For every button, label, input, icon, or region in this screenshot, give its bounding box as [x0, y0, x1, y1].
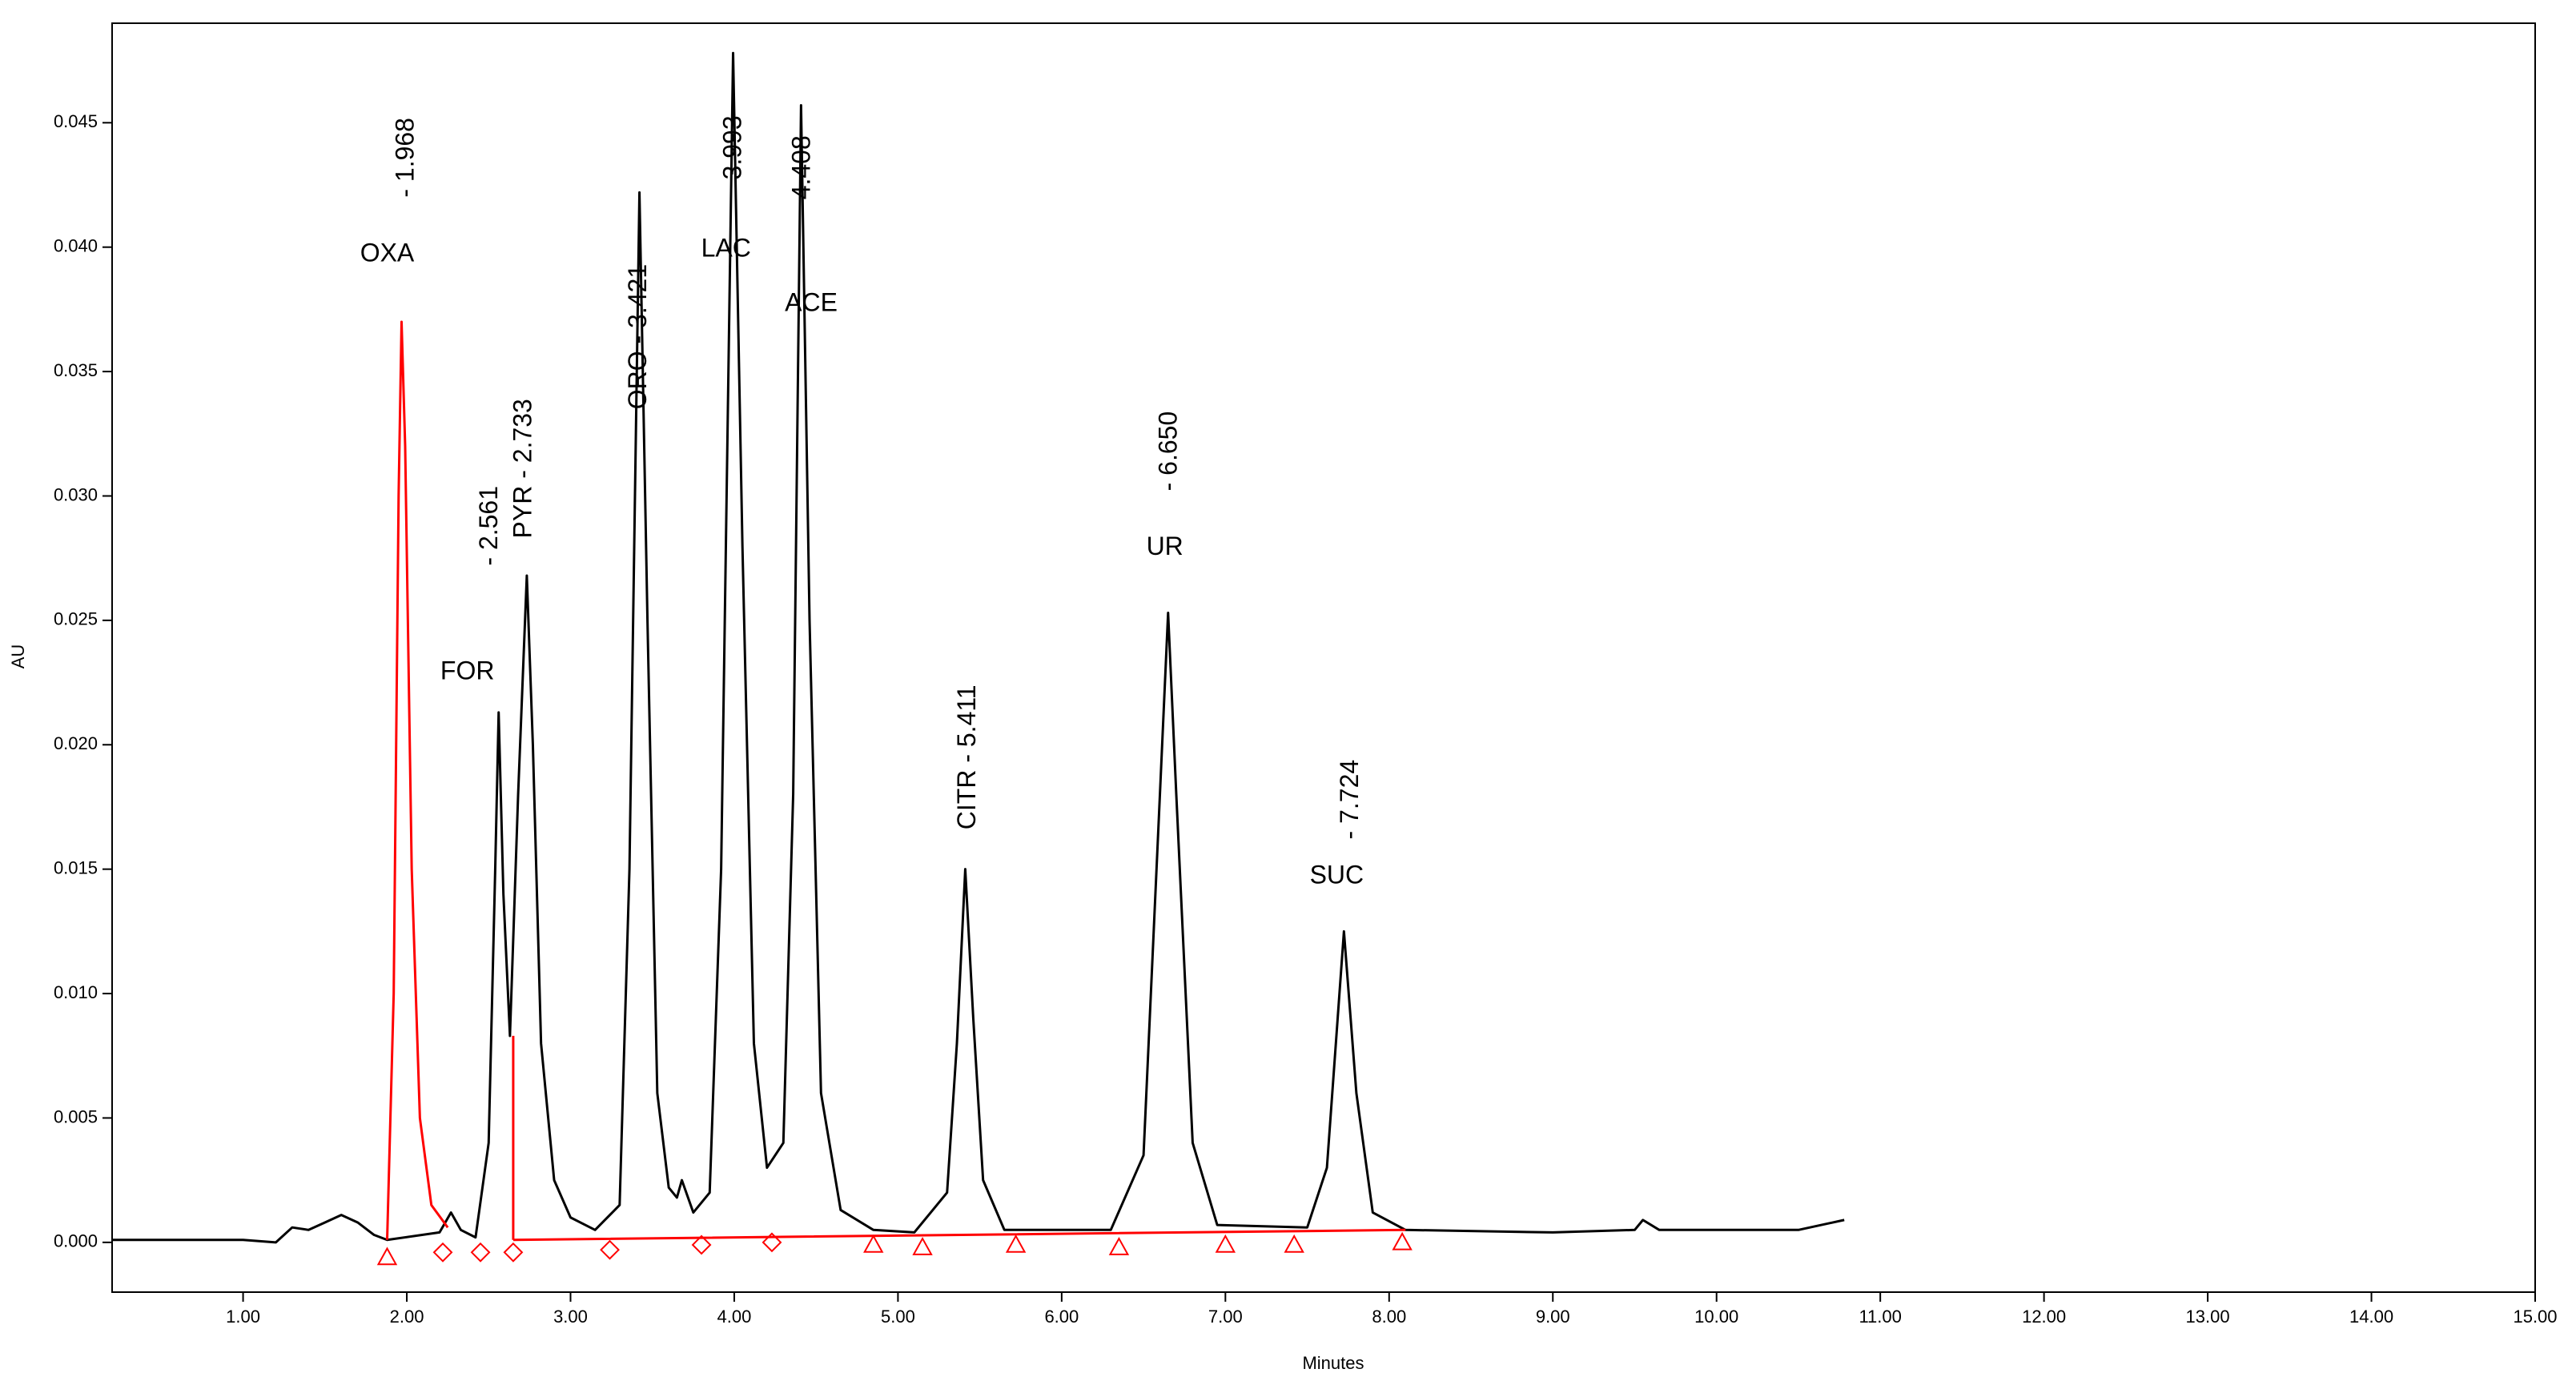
baseline-marker: [1005, 1234, 1027, 1253]
x-tick-label: 10.00: [1694, 1307, 1738, 1327]
y-tick-label: 0.015: [54, 857, 98, 877]
baseline-marker: [376, 1246, 398, 1266]
x-tick-label: 7.00: [1208, 1307, 1243, 1327]
peak-label: 3.993: [717, 115, 746, 179]
baseline-marker: [470, 1242, 491, 1263]
x-tick-label: 15.00: [2513, 1307, 2557, 1327]
x-tick-label: 12.00: [2022, 1307, 2066, 1327]
baseline-marker: [1284, 1234, 1304, 1253]
x-tick-label: 2.00: [390, 1307, 424, 1327]
y-tick-label: 0.025: [54, 609, 98, 629]
x-tick-label: 5.00: [881, 1307, 915, 1327]
peak-label: 4.408: [786, 135, 815, 199]
x-axis-label: Minutes: [1302, 1353, 1364, 1373]
baseline-marker: [691, 1234, 712, 1255]
peak-label: OXA: [360, 238, 415, 267]
peak-label: - 6.650: [1153, 411, 1182, 492]
baseline-marker: [432, 1242, 453, 1263]
y-axis-label: AU: [8, 644, 28, 669]
x-tick-label: 14.00: [2349, 1307, 2393, 1327]
y-tick-label: 0.005: [54, 1106, 98, 1126]
y-tick-label: 0.000: [54, 1231, 98, 1251]
y-tick-label: 0.040: [54, 236, 98, 256]
plot-frame: [111, 22, 2536, 1293]
y-tick-label: 0.010: [54, 982, 98, 1002]
baseline-marker: [600, 1239, 620, 1260]
trace-line: [112, 51, 1845, 1244]
peak-label: SUC: [1310, 860, 1364, 889]
x-tick-label: 6.00: [1044, 1307, 1079, 1327]
x-tick-label: 11.00: [1859, 1307, 1901, 1327]
peak-label: ORO - 3.421: [623, 264, 652, 409]
peak-label: - 7.724: [1335, 760, 1364, 840]
x-tick-label: 13.00: [2186, 1307, 2230, 1327]
y-tick-label: 0.030: [54, 484, 98, 504]
peak-label: PYR - 2.733: [508, 399, 537, 538]
x-tick-label: 3.00: [553, 1307, 588, 1327]
baseline-marker: [863, 1234, 884, 1253]
baseline-marker: [1215, 1234, 1236, 1253]
peak-label: - 1.968: [390, 118, 419, 198]
peak-label: FOR: [440, 656, 495, 685]
x-tick-label: 9.00: [1536, 1307, 1570, 1327]
x-tick-label: 1.00: [226, 1307, 260, 1327]
peak-label: - 2.561: [474, 486, 503, 566]
baseline-marker: [762, 1232, 782, 1253]
peak-label: ACE: [785, 288, 838, 317]
peak-label: CITR - 5.411: [952, 684, 981, 829]
peak-label: LAC: [701, 233, 751, 262]
baseline-marker: [1392, 1231, 1413, 1251]
trace-line: [385, 320, 1406, 1242]
baseline-marker: [1108, 1236, 1130, 1255]
baseline-marker: [912, 1236, 933, 1255]
peak-label: UR: [1147, 532, 1184, 560]
baseline-marker: [503, 1242, 524, 1263]
x-tick-label: 8.00: [1372, 1307, 1406, 1327]
x-tick-label: 4.00: [717, 1307, 752, 1327]
y-tick-label: 0.020: [54, 733, 98, 753]
y-tick-label: 0.045: [54, 111, 98, 131]
y-tick-label: 0.035: [54, 360, 98, 380]
